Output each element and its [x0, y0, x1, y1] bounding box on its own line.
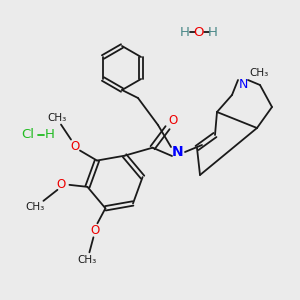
Text: O: O	[70, 140, 80, 153]
Text: H: H	[208, 26, 218, 38]
Text: O: O	[194, 26, 204, 38]
Text: H: H	[180, 26, 190, 38]
Text: CH₃: CH₃	[249, 68, 268, 78]
Text: O: O	[57, 178, 66, 191]
Text: CH₃: CH₃	[78, 255, 97, 265]
Text: O: O	[91, 224, 100, 237]
Text: O: O	[168, 114, 177, 127]
Text: CH₃: CH₃	[26, 202, 45, 212]
Text: CH₃: CH₃	[47, 112, 67, 123]
Text: Cl: Cl	[22, 128, 34, 142]
Text: N: N	[172, 145, 184, 159]
Text: N: N	[238, 79, 248, 92]
Text: H: H	[45, 128, 55, 142]
